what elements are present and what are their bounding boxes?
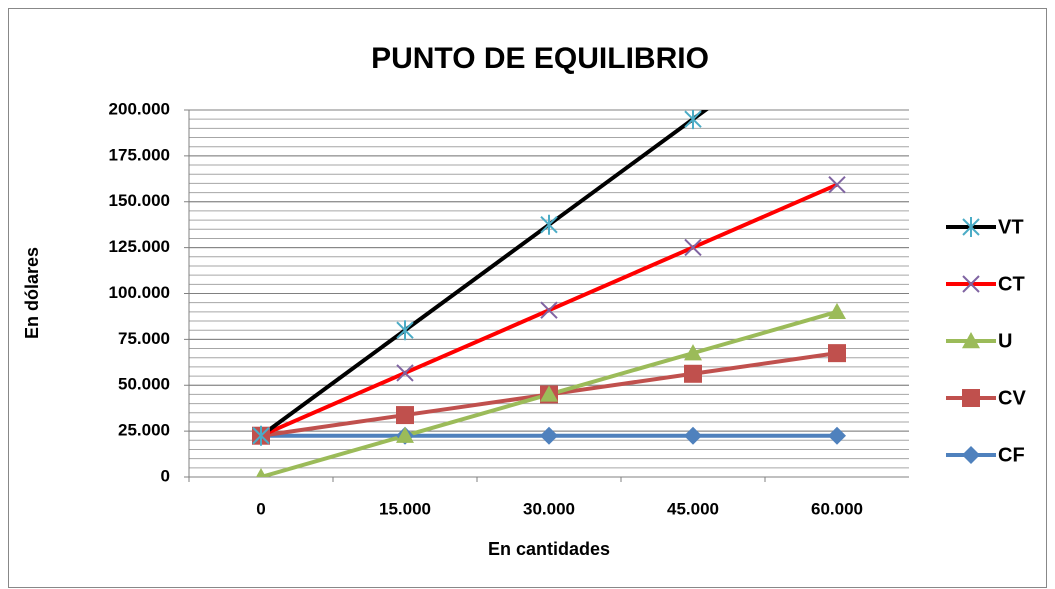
y-tick-label: 200.000 (109, 99, 170, 118)
x-tick-label: 30.000 (523, 499, 575, 518)
marker (684, 344, 702, 361)
y-tick-label: 100.000 (109, 283, 170, 302)
x-tick-label: 45.000 (667, 499, 719, 518)
x-tick-label: 60.000 (811, 499, 863, 518)
legend-label: CV (998, 387, 1026, 409)
front: 0 25.000 50.000 75.000 100.000 125.000 150.000… (109, 99, 1027, 518)
x-tick-label: 15.000 (379, 499, 431, 518)
marker (540, 301, 558, 319)
y-tick-label: 0 (161, 466, 170, 485)
y-axis-title: En dólares (22, 247, 42, 339)
y-tick-label: 125.000 (109, 237, 170, 256)
marker (684, 426, 702, 445)
plot (252, 110, 846, 477)
marker (684, 238, 702, 257)
y-tick-label: 175.000 (109, 145, 170, 164)
marker (252, 425, 270, 446)
y-tick-label: 25.000 (118, 421, 170, 440)
legend-label: CF (998, 444, 1025, 466)
x-axis-title: En cantidades (488, 539, 610, 559)
marker (684, 364, 702, 383)
y-tick-label: 50.000 (118, 375, 170, 394)
legend-label: VT (998, 216, 1024, 238)
marker (396, 406, 414, 425)
marker (540, 214, 558, 235)
marker (962, 275, 980, 293)
legend-label: U (998, 330, 1012, 352)
chart-border (8, 8, 1047, 588)
marker (962, 389, 980, 407)
chart-title: PUNTO DE EQUILIBRIO (371, 42, 709, 75)
y-tick-label: 75.000 (118, 329, 170, 348)
marker (396, 426, 414, 443)
marker (962, 217, 980, 237)
marker (828, 302, 846, 320)
marker (396, 364, 414, 382)
marker (540, 385, 558, 402)
marker (828, 426, 846, 445)
marker (828, 344, 846, 363)
marker (962, 446, 980, 464)
y-tick-label: 150.000 (109, 191, 170, 210)
marker (962, 332, 980, 349)
marker (396, 320, 414, 341)
marker (540, 426, 558, 445)
marker (256, 468, 266, 477)
marker (828, 175, 846, 194)
legend-label: CT (998, 273, 1025, 295)
x-tick-label: 0 (256, 499, 265, 518)
marker (684, 110, 702, 130)
